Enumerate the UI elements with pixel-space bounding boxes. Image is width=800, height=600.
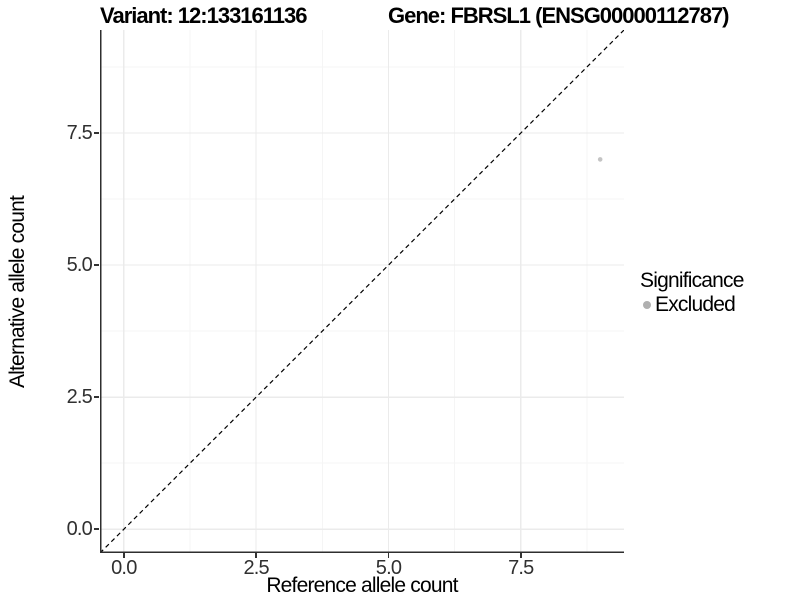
- x-tick-label: 2.5: [243, 557, 269, 579]
- x-tick-label: 0.0: [111, 557, 137, 579]
- x-axis-title: Reference allele count: [266, 574, 458, 597]
- plot-title-variant: Variant: 12:133161136: [100, 3, 308, 28]
- y-tick-label: 0.0: [66, 518, 93, 541]
- legend-entry-excluded: Excluded: [640, 294, 744, 316]
- y-tick-label: 5.0: [66, 254, 93, 277]
- y-tick-mark: [94, 132, 99, 134]
- y-tick-mark: [94, 396, 99, 398]
- x-tick-label: 7.5: [508, 557, 534, 579]
- plot-panel: [100, 30, 624, 553]
- y-tick-mark: [94, 528, 99, 530]
- x-tick-mark: [123, 553, 125, 558]
- y-axis-title: Alternative allele count: [6, 195, 29, 389]
- y-tick-label: 2.5: [66, 386, 93, 409]
- x-tick-mark: [520, 553, 522, 558]
- legend-title: Significance: [640, 269, 744, 292]
- identity-dashed-line: [100, 30, 624, 553]
- plot-canvas: [100, 30, 624, 553]
- x-tick-mark: [387, 553, 390, 558]
- x-tick-mark: [255, 553, 257, 558]
- legend: Significance Excluded: [640, 270, 744, 316]
- data-point: [597, 157, 603, 162]
- y-tick-mark: [94, 264, 99, 266]
- legend-entry-label: Excluded: [655, 293, 736, 316]
- legend-key-circle-icon: [643, 301, 651, 309]
- y-tick-label: 7.5: [66, 122, 93, 144]
- x-tick-label: 5.0: [375, 557, 402, 579]
- plot-title-gene: Gene: FBRSL1 (ENSG00000112787): [388, 3, 730, 28]
